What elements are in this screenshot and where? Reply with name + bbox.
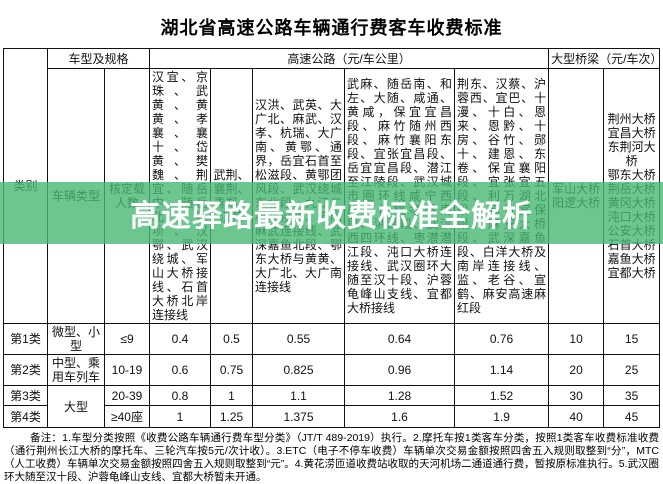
table-row: 第2类 中型、乘用车列车 10-19 0.6 0.75 0.825 0.96 1… — [3, 354, 661, 386]
row2-rate-4: 0.96 — [344, 354, 456, 386]
row3-bridge-fee-2: 35 — [603, 385, 661, 406]
row4-rate-5: 1.9 — [454, 405, 550, 428]
row2-rate-2: 0.75 — [210, 354, 254, 386]
promo-banner-text: 高速驿路最新收费标准全解析 — [130, 200, 533, 233]
row3-4-vehicle-type: 大型 — [47, 385, 105, 428]
row4-category: 第4类 — [3, 405, 48, 428]
row2-rate-1: 0.6 — [149, 354, 212, 386]
promo-banner: 高速驿路最新收费标准全解析 — [0, 182, 663, 244]
row2-category: 第2类 — [3, 354, 48, 386]
row3-bridge-fee-1: 30 — [548, 385, 605, 406]
footnotes: 备注：1.车型分类按照《收费公路车辆通行费车型分类》（JT/T 489-2019… — [4, 432, 659, 483]
row1-bridge-fee-1: 10 — [548, 323, 605, 355]
table-row: 第3类 大型 20-39 0.8 1 1.1 1.28 1.52 30 35 — [3, 385, 661, 428]
row1-vehicle-type: 微型、小型 — [47, 323, 105, 355]
row3-rate-3: 1.1 — [252, 385, 346, 406]
page-title: 湖北省高速公路车辆通行费客车收费标准 — [160, 18, 503, 38]
row1-rate-2: 0.5 — [210, 323, 254, 355]
row1-rate-4: 0.64 — [344, 323, 456, 355]
row1-rate-1: 0.4 — [149, 323, 212, 355]
row1-rate-3: 0.55 — [252, 323, 346, 355]
row2-rate-5: 1.14 — [454, 354, 550, 386]
row3-rate-5: 1.52 — [454, 385, 550, 406]
row1-bridge-fee-2: 15 — [603, 323, 661, 355]
row1-rate-5: 0.76 — [454, 323, 550, 355]
row2-bridge-fee-2: 25 — [603, 354, 661, 386]
row3-category: 第3类 — [3, 385, 48, 406]
table-row: 第1类 微型、小型 ≤9 0.4 0.5 0.55 0.64 0.76 10 1… — [3, 323, 661, 355]
header-bridge-fee: 大型桥梁（元/车次） — [548, 48, 661, 69]
row4-rate-3: 1.375 — [252, 405, 346, 428]
row3-seats: 20-39 — [103, 385, 151, 406]
row4-bridge-fee-2: 45 — [603, 405, 661, 428]
header-highway-rate: 高速公路（元/车公里） — [149, 48, 550, 69]
row1-seats: ≤9 — [103, 323, 151, 355]
row3-rate-1: 0.8 — [149, 385, 212, 406]
row3-rate-4: 1.28 — [344, 385, 456, 406]
row4-seats: ≥40座 — [103, 405, 151, 428]
row2-vehicle-type: 中型、乘用车列车 — [47, 354, 105, 386]
row2-rate-3: 0.825 — [252, 354, 346, 386]
row4-rate-4: 1.6 — [344, 405, 456, 428]
row1-category: 第1类 — [3, 323, 48, 355]
row4-bridge-fee-1: 40 — [548, 405, 605, 428]
row4-rate-2: 1.25 — [210, 405, 254, 428]
row3-rate-2: 1 — [210, 385, 254, 406]
header-vehicle-spec: 车型及规格 — [46, 48, 151, 69]
row2-bridge-fee-1: 20 — [548, 354, 605, 386]
row2-seats: 10-19 — [103, 354, 151, 386]
row4-rate-1: 1 — [149, 405, 212, 428]
